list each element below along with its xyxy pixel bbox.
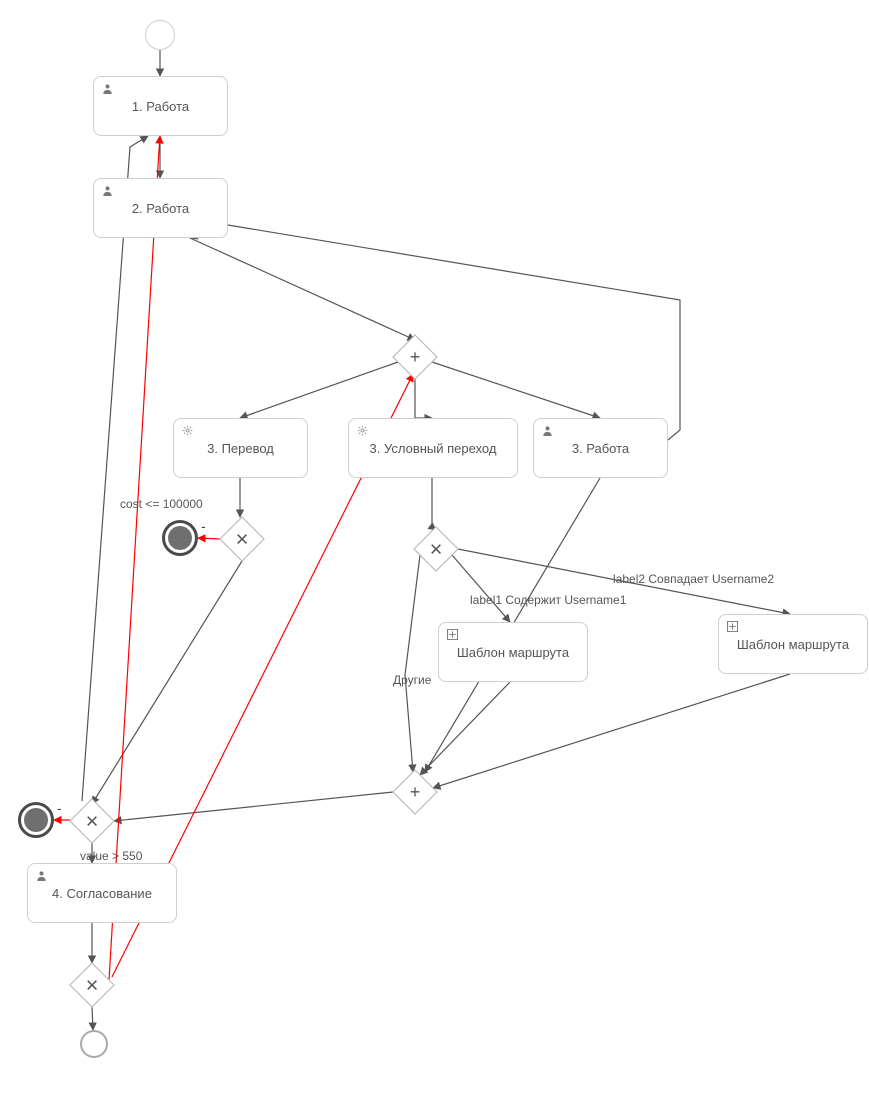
terminate-event-2[interactable] (18, 802, 54, 838)
edge-e_tmpl2_gwmid (433, 674, 790, 788)
gateway-parallel-mid[interactable]: + (393, 770, 437, 814)
svg-text:+: + (410, 347, 421, 367)
edge-e_gwmid_gwxleft (114, 792, 393, 821)
edge-e_gwtop_3a (240, 362, 398, 418)
edge-e_gwtop_3c (432, 362, 600, 418)
edge-label-lbl_value: value > 550 (80, 849, 142, 863)
task-3-uslovny-perehod[interactable]: 3. Условный переход (348, 418, 518, 478)
edge-e_gwxbot_end (92, 1007, 93, 1030)
svg-text:×: × (236, 527, 249, 552)
subprocess-icon (727, 621, 738, 635)
user-icon (36, 870, 47, 884)
gear-icon (182, 425, 193, 439)
task-label: 2. Работа (102, 201, 219, 216)
gateway-exclusive-left[interactable]: × (70, 799, 114, 843)
task-label: 1. Работа (102, 99, 219, 114)
svg-text:×: × (86, 809, 99, 834)
gateway-exclusive-bottom[interactable]: × (70, 963, 114, 1007)
edge-e_gwx3b_side (405, 555, 420, 772)
gateway-exclusive-3b[interactable]: × (414, 527, 458, 571)
user-icon (542, 425, 553, 439)
start-event[interactable] (145, 20, 175, 50)
gear-icon (357, 425, 368, 439)
svg-text:×: × (430, 537, 443, 562)
task-label: 3. Перевод (182, 441, 299, 456)
edge-e_3b_gwx3b (432, 478, 436, 530)
svg-text:×: × (86, 973, 99, 998)
terminate-inner (168, 526, 192, 550)
gateway-parallel-top[interactable]: + (393, 335, 437, 379)
edge-e_t2_gwtop (190, 238, 415, 340)
subprocess-template-2[interactable]: Шаблон маршрута (718, 614, 868, 674)
edge-e_gwx3a_gwxleft (92, 561, 242, 804)
edge-minus-label: - (201, 518, 206, 534)
svg-text:+: + (410, 782, 421, 802)
edge-e_gwx3b_tmpl1 (452, 555, 510, 622)
edge-label-lbl_label1: label1 Содержит Username1 (470, 593, 626, 607)
task-3-perevod[interactable]: 3. Перевод (173, 418, 308, 478)
task-label: 3. Работа (542, 441, 659, 456)
edge-label-lbl_label2: label2 Совпадает Username2 (613, 572, 774, 586)
edge-label-lbl_other: Другие (393, 673, 431, 687)
task-4-soglasovanie[interactable]: 4. Согласование (27, 863, 177, 923)
task-label: Шаблон маршрута (447, 645, 579, 660)
task-label: Шаблон маршрута (727, 637, 859, 652)
task-label: 4. Согласование (36, 886, 168, 901)
user-icon (102, 185, 113, 199)
edge-e_gwtop_3b (415, 379, 432, 418)
task-2-rabota[interactable]: 2. Работа (93, 178, 228, 238)
gateway-exclusive-3a[interactable]: × (220, 517, 264, 561)
edge-minus-label: - (57, 800, 62, 816)
terminate-inner (24, 808, 48, 832)
end-event[interactable] (80, 1030, 108, 1058)
task-1-rabota[interactable]: 1. Работа (93, 76, 228, 136)
bpmn-canvas: 1. Работа 2. Работа + 3. Перевод 3. Усло… (0, 0, 869, 1117)
edge-e_tmpl1_gwmid (420, 682, 510, 775)
user-icon (102, 83, 113, 97)
subprocess-template-1[interactable]: Шаблон маршрута (438, 622, 588, 682)
task-3-rabota[interactable]: 3. Работа (533, 418, 668, 478)
edge-e_3c_t2 (190, 225, 680, 440)
edge-label-lbl_cost: cost <= 100000 (120, 497, 203, 511)
terminate-event-1[interactable] (162, 520, 198, 556)
task-label: 3. Условный переход (357, 441, 509, 456)
edge-e_gwx3a_term (198, 538, 220, 539)
subprocess-icon (447, 629, 458, 643)
